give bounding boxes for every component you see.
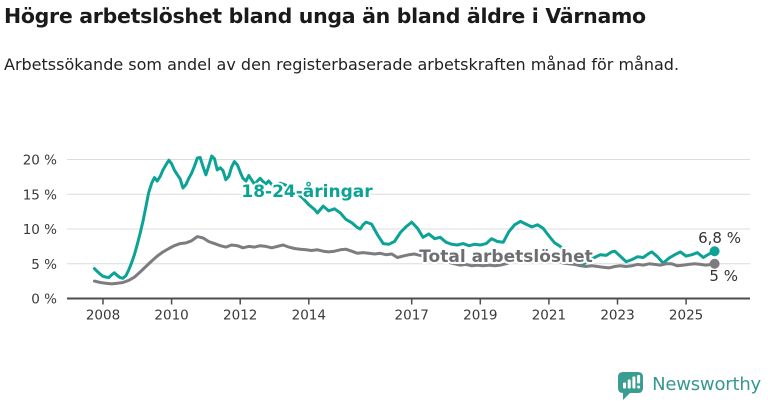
series-end-value-youth: 6,8 % <box>698 229 741 247</box>
series-end-dot-youth <box>709 246 720 257</box>
bar-chart-speech-bubble-icon <box>618 372 644 400</box>
y-tick-label-0: 0 % <box>31 292 57 308</box>
series-label-youth: 18-24-åringar <box>241 180 373 202</box>
x-tick-label-2010: 2010 <box>154 308 188 324</box>
x-tick-label-2025: 2025 <box>669 308 703 324</box>
x-tick-label-2021: 2021 <box>532 308 566 324</box>
series-end-value-total: 5 % <box>709 267 738 285</box>
series-label-total: Total arbetslöshet <box>419 247 593 267</box>
page-title: Högre arbetslöshet bland unga än bland ä… <box>4 4 646 28</box>
series-end-dot-total <box>709 258 720 269</box>
x-tick-label-2008: 2008 <box>86 308 120 324</box>
series-line-youth <box>92 154 717 280</box>
brand-name: Newsworthy <box>652 374 761 395</box>
page-subtitle: Arbetssökande som andel av den registerb… <box>4 55 680 74</box>
y-tick-label-20: 20 % <box>23 153 57 169</box>
x-tick-label-2014: 2014 <box>292 308 326 324</box>
y-tick-label-5: 5 % <box>31 257 57 273</box>
x-tick-label-2019: 2019 <box>463 308 497 324</box>
newsworthy-branding[interactable]: Newsworthy <box>616 369 761 400</box>
series-line-total <box>92 235 717 286</box>
x-tick-label-2012: 2012 <box>223 308 257 324</box>
y-tick-label-15: 15 % <box>23 187 57 203</box>
x-tick-label-2017: 2017 <box>395 308 429 324</box>
y-tick-label-10: 10 % <box>23 222 57 238</box>
x-tick-label-2023: 2023 <box>600 308 634 324</box>
